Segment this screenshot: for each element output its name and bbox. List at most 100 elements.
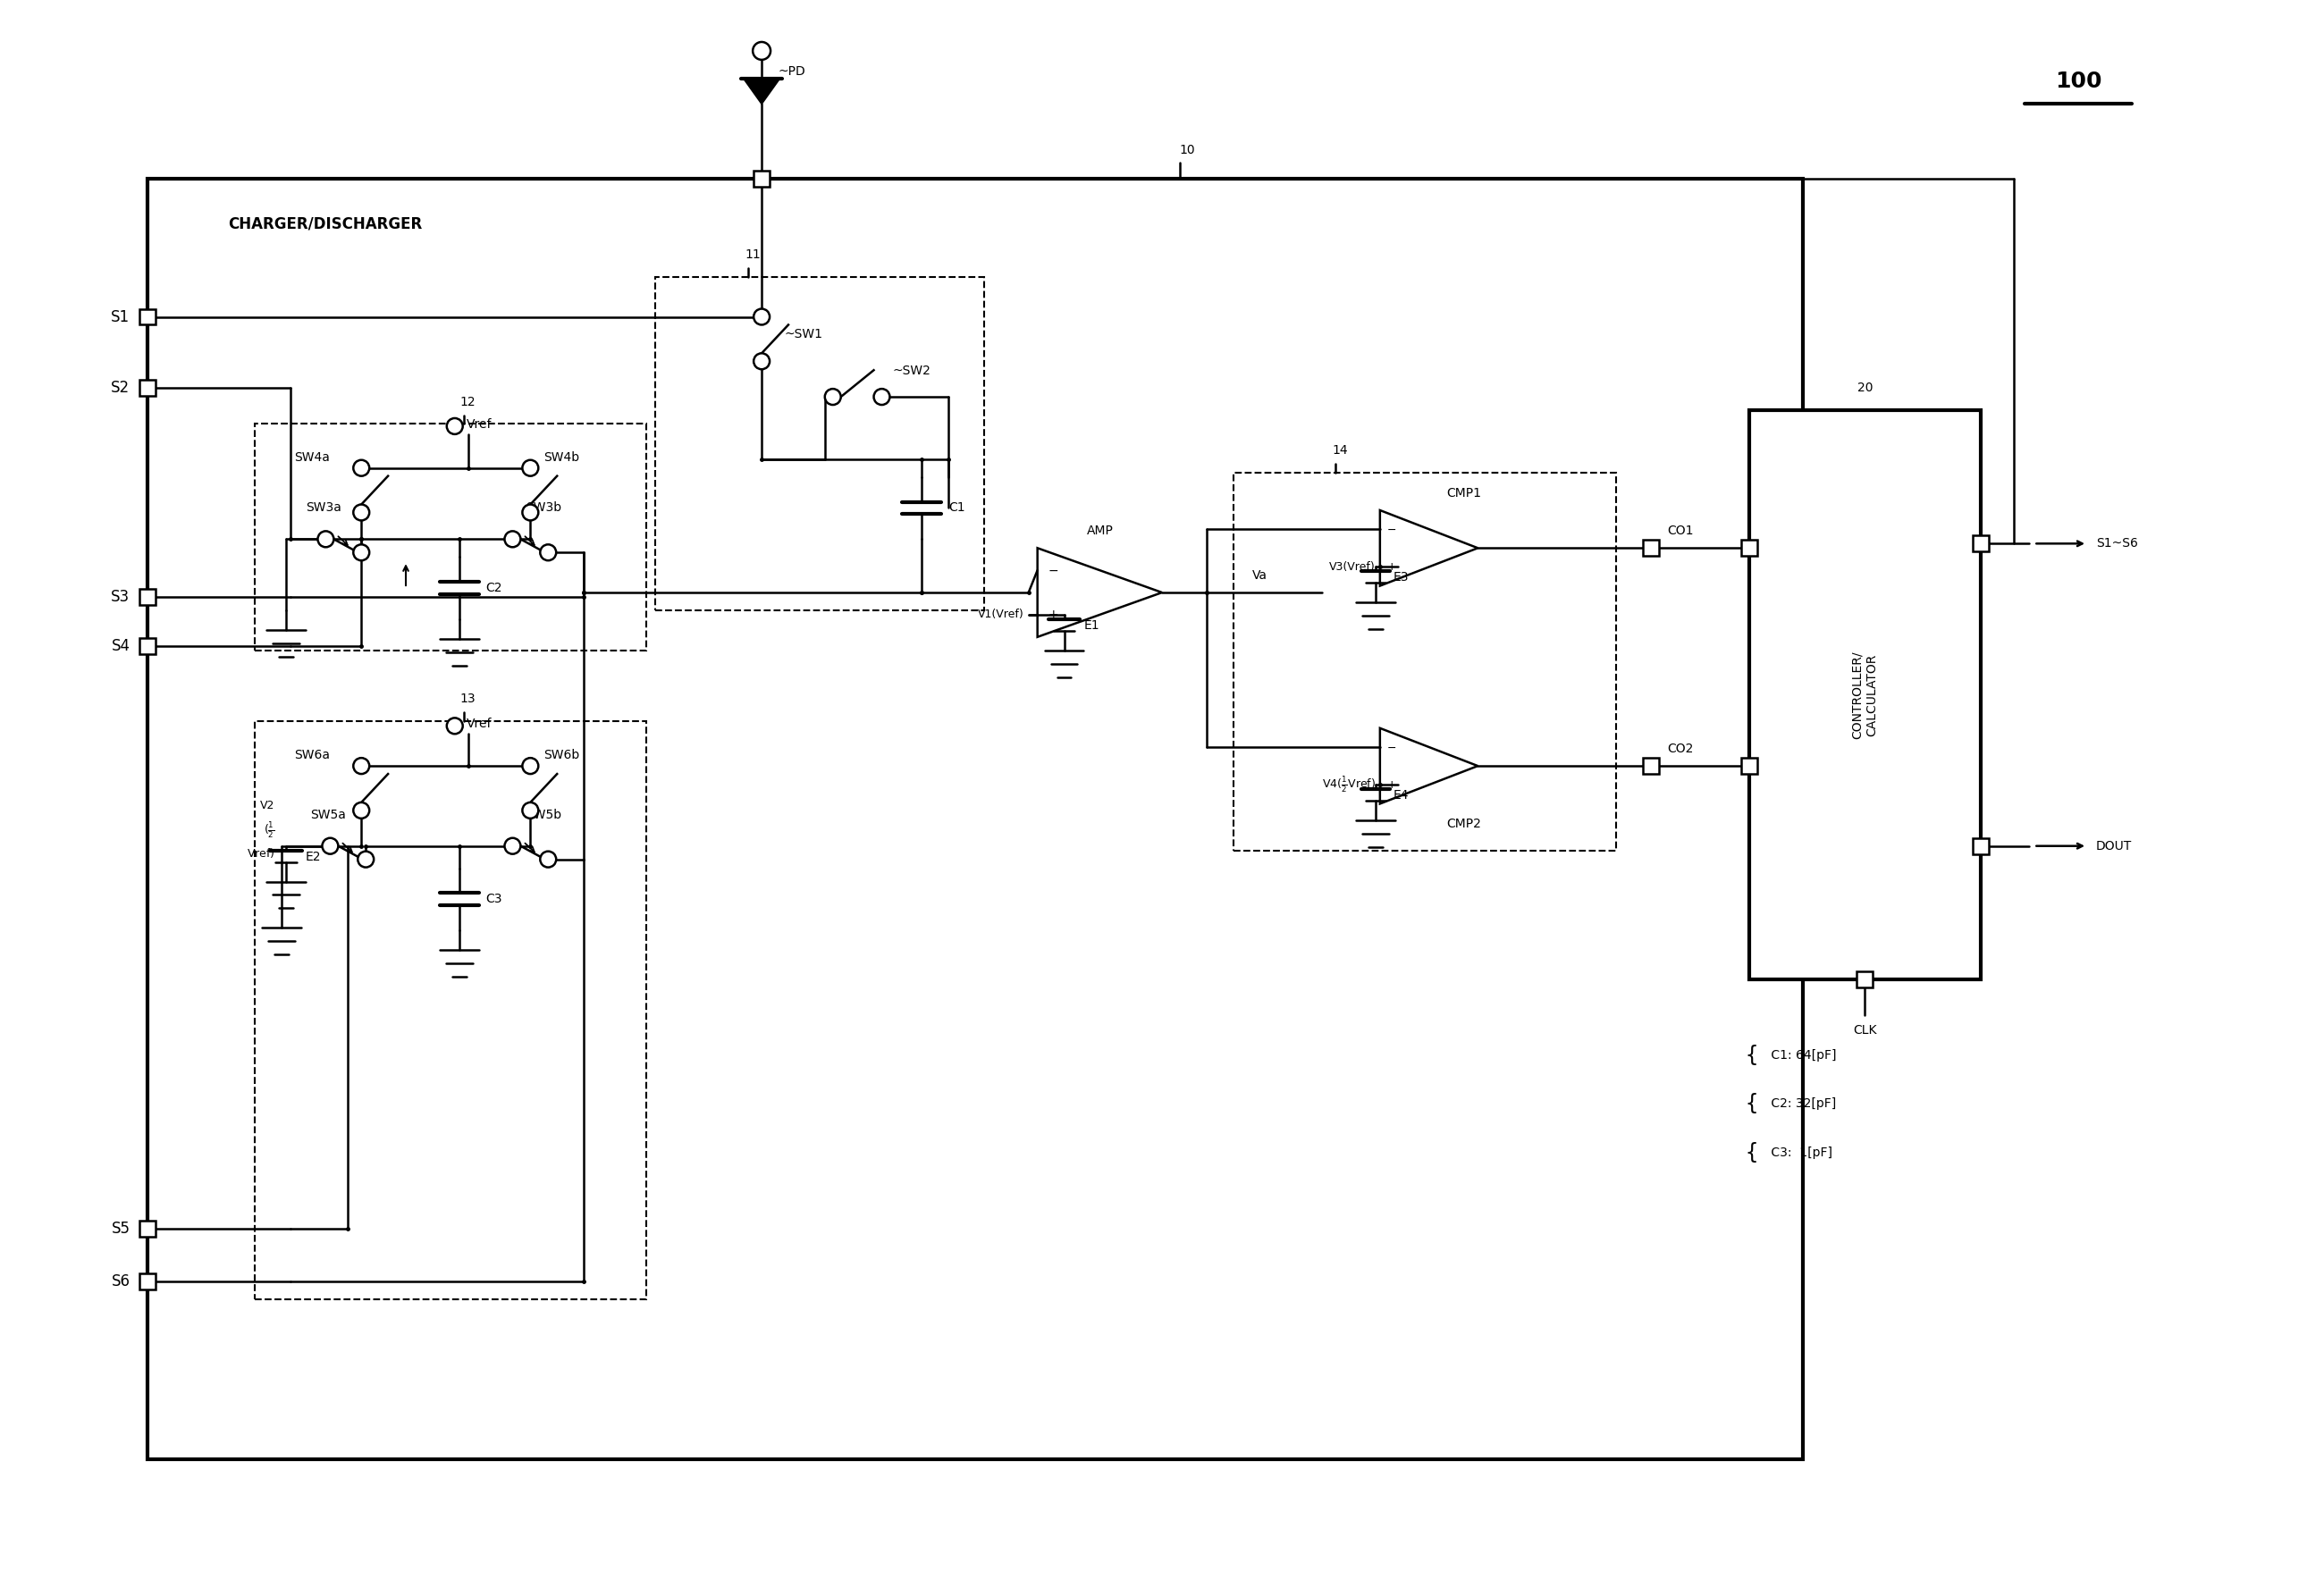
Text: ~PD: ~PD xyxy=(779,65,804,77)
Bar xyxy=(1741,540,1757,556)
Text: {: { xyxy=(1745,1093,1757,1115)
Bar xyxy=(1973,838,1989,854)
Text: S4: S4 xyxy=(112,638,130,654)
Circle shape xyxy=(358,851,374,867)
Text: {: { xyxy=(1745,1044,1757,1066)
Text: E2: E2 xyxy=(304,851,321,862)
Text: SW5b: SW5b xyxy=(525,808,562,821)
Text: SW3b: SW3b xyxy=(525,502,562,515)
Text: SW6b: SW6b xyxy=(544,748,579,761)
Bar xyxy=(1741,758,1757,774)
Text: C1: C1 xyxy=(948,502,964,515)
Bar xyxy=(1234,472,1615,851)
Text: CLK: CLK xyxy=(1852,1023,1878,1036)
Text: 10: 10 xyxy=(1181,144,1195,156)
Polygon shape xyxy=(744,79,779,103)
Text: AMP: AMP xyxy=(1085,524,1113,537)
Circle shape xyxy=(353,545,370,561)
Text: E3: E3 xyxy=(1394,572,1408,584)
Text: CMP2: CMP2 xyxy=(1446,818,1480,831)
Bar xyxy=(139,1221,156,1236)
Circle shape xyxy=(753,43,772,60)
Circle shape xyxy=(523,802,539,818)
Circle shape xyxy=(753,309,769,325)
Text: S3: S3 xyxy=(112,589,130,605)
Text: 11: 11 xyxy=(744,248,760,261)
Circle shape xyxy=(353,459,370,475)
Bar xyxy=(256,423,646,651)
Circle shape xyxy=(353,504,370,521)
Bar xyxy=(139,638,156,654)
Text: V3(Vref): V3(Vref) xyxy=(1329,561,1376,573)
Bar xyxy=(1643,540,1659,556)
Text: SW6a: SW6a xyxy=(295,748,330,761)
Text: CMP1: CMP1 xyxy=(1446,486,1480,499)
Text: CHARGER/DISCHARGER: CHARGER/DISCHARGER xyxy=(228,215,423,232)
Text: Vref: Vref xyxy=(467,418,493,431)
Text: S5: S5 xyxy=(112,1221,130,1236)
Text: $-$: $-$ xyxy=(1048,564,1057,576)
Text: C1: 64[pF]: C1: 64[pF] xyxy=(1766,1048,1836,1061)
Circle shape xyxy=(539,545,555,561)
Text: 12: 12 xyxy=(460,396,476,409)
Circle shape xyxy=(504,838,521,854)
Text: ~SW1: ~SW1 xyxy=(783,328,823,341)
Text: $(\frac{1}{2}$: $(\frac{1}{2}$ xyxy=(265,820,274,840)
Text: C3:  1[pF]: C3: 1[pF] xyxy=(1766,1146,1831,1159)
Circle shape xyxy=(504,531,521,548)
Bar xyxy=(139,589,156,605)
Bar xyxy=(139,309,156,325)
Text: C2: C2 xyxy=(486,581,502,594)
Text: CO1: CO1 xyxy=(1666,524,1694,537)
Text: E1: E1 xyxy=(1083,619,1099,632)
Text: E4: E4 xyxy=(1394,790,1408,802)
Text: SW5a: SW5a xyxy=(311,808,346,821)
Text: SW4b: SW4b xyxy=(544,452,579,464)
Bar xyxy=(149,178,1803,1459)
Text: V2: V2 xyxy=(260,801,274,812)
Text: $-$: $-$ xyxy=(1387,523,1397,535)
Text: $+$: $+$ xyxy=(1048,608,1057,621)
Circle shape xyxy=(874,388,890,404)
Text: SW3a: SW3a xyxy=(307,502,342,515)
Bar xyxy=(1643,758,1659,774)
Circle shape xyxy=(523,758,539,774)
Text: Vref$)$: Vref$)$ xyxy=(246,846,274,861)
Bar xyxy=(1750,411,1980,979)
Text: C2: 32[pF]: C2: 32[pF] xyxy=(1766,1097,1836,1110)
Bar xyxy=(655,276,983,611)
Text: 13: 13 xyxy=(460,693,476,706)
Text: CONTROLLER/
CALCULATOR: CONTROLLER/ CALCULATOR xyxy=(1852,651,1878,739)
Text: DOUT: DOUT xyxy=(2096,840,2131,853)
Circle shape xyxy=(539,851,555,867)
Text: CO2: CO2 xyxy=(1666,742,1694,755)
Bar xyxy=(1857,971,1873,987)
Bar xyxy=(139,1274,156,1290)
Bar xyxy=(753,171,769,186)
Text: V1(Vref): V1(Vref) xyxy=(978,609,1025,621)
Text: $+$: $+$ xyxy=(1387,778,1397,791)
Text: Vref: Vref xyxy=(467,718,493,731)
Text: S6: S6 xyxy=(112,1274,130,1290)
Circle shape xyxy=(825,388,841,404)
Text: V4$(\frac{1}{2}$Vref$)$: V4$(\frac{1}{2}$Vref$)$ xyxy=(1322,775,1376,794)
Circle shape xyxy=(446,418,462,434)
Text: 100: 100 xyxy=(2054,71,2101,92)
Bar xyxy=(1973,535,1989,551)
Text: ~SW2: ~SW2 xyxy=(892,365,932,377)
Circle shape xyxy=(446,718,462,734)
Bar xyxy=(256,722,646,1300)
Circle shape xyxy=(353,802,370,818)
Text: S2: S2 xyxy=(112,381,130,396)
Text: $+$: $+$ xyxy=(1387,561,1397,573)
Circle shape xyxy=(353,758,370,774)
Bar xyxy=(139,381,156,396)
Text: S1~S6: S1~S6 xyxy=(2096,537,2138,549)
Circle shape xyxy=(318,531,335,548)
Text: 20: 20 xyxy=(1857,382,1873,395)
Text: 14: 14 xyxy=(1332,444,1348,456)
Text: $-$: $-$ xyxy=(1387,741,1397,753)
Circle shape xyxy=(753,354,769,369)
Text: Va: Va xyxy=(1253,570,1267,581)
Circle shape xyxy=(323,838,339,854)
